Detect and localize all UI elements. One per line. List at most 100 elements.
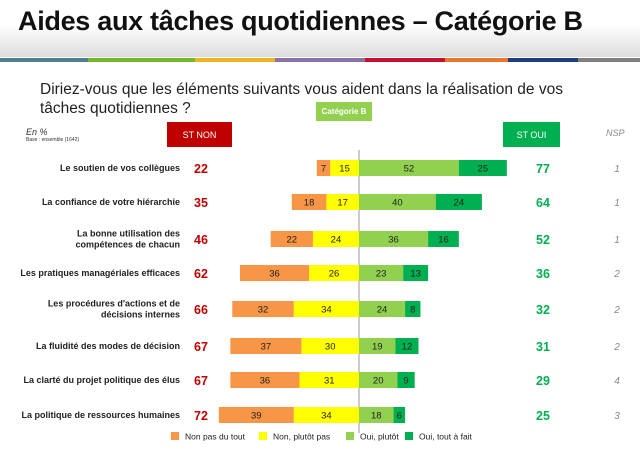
bar-segment xyxy=(232,301,294,317)
unit-label: En % xyxy=(26,127,48,137)
bar-value-label: 24 xyxy=(331,235,342,246)
bar-value-label: 20 xyxy=(373,376,384,387)
bar-value-label: 24 xyxy=(454,198,465,209)
category-label: Les pratiques managériales efficaces xyxy=(20,268,180,278)
legend-label: Oui, tout à fait xyxy=(419,432,473,442)
bar-value-label: 34 xyxy=(321,411,332,422)
bar-value-label: 6 xyxy=(397,411,402,422)
bar-segment xyxy=(309,265,359,281)
category-label: La bonne utilisation des xyxy=(77,229,180,239)
bar-value-label: 26 xyxy=(329,269,340,280)
stripe-segment xyxy=(365,58,445,62)
bar-segment xyxy=(326,194,359,210)
category-label: décisions internes xyxy=(101,310,180,320)
nsp-value: 1 xyxy=(614,235,620,246)
bar-value-label: 22 xyxy=(287,235,298,246)
bar-value-label: 32 xyxy=(258,305,269,316)
bar-segment xyxy=(405,301,421,317)
title-band: Aides aux tâches quotidiennes – Catégori… xyxy=(0,0,640,57)
bar-value-label: 18 xyxy=(304,198,315,209)
bar-value-label: 31 xyxy=(324,376,335,387)
bar-value-label: 37 xyxy=(261,342,272,353)
legend-swatch xyxy=(346,432,354,440)
bar-segment xyxy=(435,194,482,210)
st-oui-value: 52 xyxy=(536,233,550,247)
category-label: La fluidité des modes de décision xyxy=(36,341,180,351)
category-label: Les procédures d'actions et de xyxy=(48,299,180,309)
nsp-value: 2 xyxy=(613,342,620,353)
bar-segment xyxy=(301,338,359,354)
stripe-segment xyxy=(195,58,275,62)
bar-value-label: 52 xyxy=(404,164,415,175)
bar-value-label: 7 xyxy=(321,164,326,175)
category-label: La clarté du projet politique des élus xyxy=(23,375,180,385)
bar-value-label: 8 xyxy=(410,305,415,316)
bar-value-label: 34 xyxy=(321,305,332,316)
bar-segment xyxy=(299,372,359,388)
bar-segment xyxy=(397,372,415,388)
st-oui-value: 29 xyxy=(536,374,550,388)
bar-segment xyxy=(395,338,419,354)
st-oui-header: ST OUI xyxy=(503,122,560,147)
bar-segment xyxy=(359,301,406,317)
bar-segment xyxy=(330,160,359,176)
bar-value-label: 39 xyxy=(251,411,262,422)
bar-segment xyxy=(291,194,327,210)
bar-value-label: 36 xyxy=(388,235,399,246)
st-oui-value: 64 xyxy=(536,196,550,210)
bar-value-label: 15 xyxy=(339,164,350,175)
bar-value-label: 9 xyxy=(403,376,408,387)
st-oui-value: 31 xyxy=(536,340,550,354)
bar-segment xyxy=(393,407,406,423)
bar-value-label: 23 xyxy=(376,269,387,280)
legend-swatch xyxy=(405,432,413,440)
bar-segment xyxy=(359,372,398,388)
nsp-value: 2 xyxy=(613,305,620,316)
bar-value-label: 25 xyxy=(478,164,489,175)
bar-value-label: 19 xyxy=(372,342,383,353)
st-non-value: 46 xyxy=(194,233,208,247)
legend-swatch xyxy=(171,432,179,440)
legend-swatch xyxy=(259,432,267,440)
bar-segment xyxy=(359,160,459,176)
bar-segment xyxy=(428,231,459,247)
st-non-value: 22 xyxy=(194,162,208,176)
stripe-segment xyxy=(275,58,365,62)
st-non-value: 72 xyxy=(194,409,208,423)
category-label: La politique de ressources humaines xyxy=(21,410,180,420)
nsp-value: 3 xyxy=(614,411,620,422)
stripe-segment xyxy=(445,58,508,62)
color-stripe xyxy=(0,58,640,62)
st-oui-value: 36 xyxy=(536,267,550,281)
legend-label: Non, plutôt pas xyxy=(273,432,330,442)
bar-value-label: 24 xyxy=(377,305,388,316)
base-label: Base : ensemble (1642) xyxy=(26,137,80,143)
st-non-value: 35 xyxy=(194,196,208,210)
st-non-value: 67 xyxy=(194,374,208,388)
bar-segment xyxy=(458,160,507,176)
category-label: La confiance de votre hiérarchie xyxy=(42,197,180,207)
bar-segment xyxy=(359,407,394,423)
bar-segment xyxy=(239,265,310,281)
st-non-value: 66 xyxy=(194,303,208,317)
bar-value-label: 40 xyxy=(392,198,403,209)
stripe-segment xyxy=(0,58,88,62)
legend-label: Oui, plutôt xyxy=(360,432,399,442)
bar-segment xyxy=(230,338,302,354)
st-non-value: 67 xyxy=(194,340,208,354)
nsp-value: 1 xyxy=(614,164,620,175)
bar-value-label: 30 xyxy=(325,342,336,353)
bar-segment xyxy=(359,231,429,247)
page-title: Aides aux tâches quotidiennes – Catégori… xyxy=(18,6,583,36)
bar-segment xyxy=(359,338,396,354)
bar-segment xyxy=(218,407,294,423)
st-oui-value: 32 xyxy=(536,303,550,317)
category-label: Le soutien de vos collègues xyxy=(60,163,180,173)
bar-value-label: 12 xyxy=(402,342,413,353)
stripe-segment xyxy=(508,58,578,62)
st-oui-value: 25 xyxy=(536,409,550,423)
legend-label: Non pas du tout xyxy=(185,432,246,442)
category-badge: Catégorie B xyxy=(316,102,372,121)
bar-value-label: 13 xyxy=(410,269,421,280)
